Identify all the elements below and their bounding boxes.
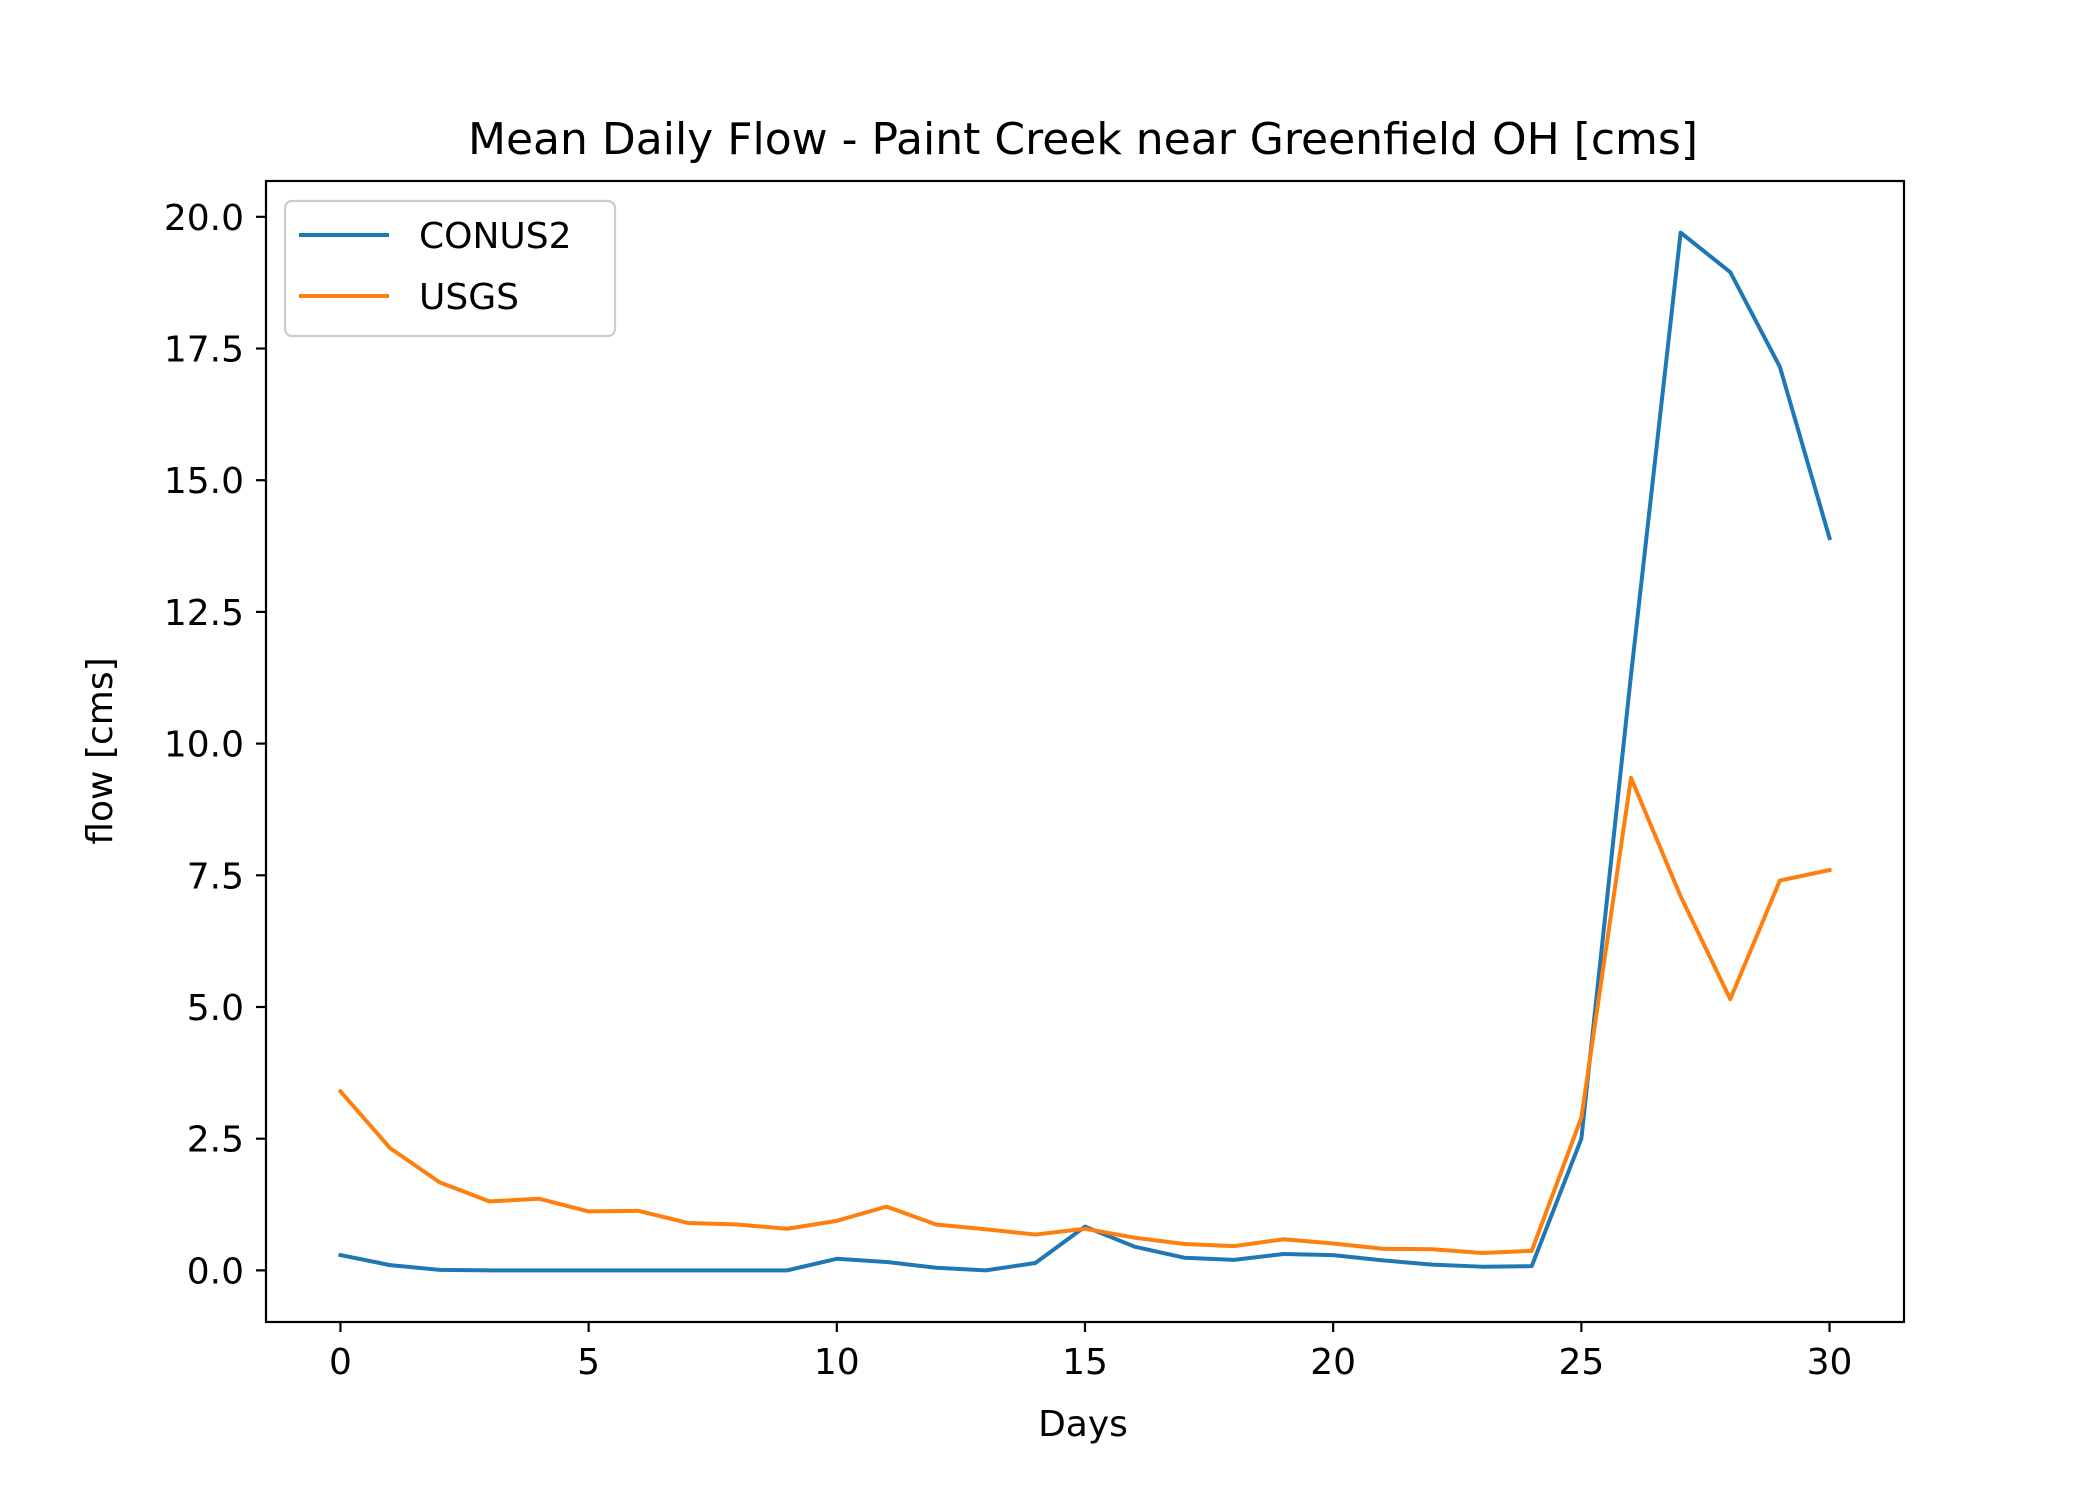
y-axis-label: flow [cms]: [80, 657, 121, 844]
series-line-usgs: [337, 775, 1832, 1255]
legend-label-usgs: USGS: [419, 277, 519, 318]
legend: CONUS2 USGS: [283, 199, 617, 338]
y-tick-label: 15.0: [164, 461, 244, 502]
series-line-conus2: [338, 230, 1833, 1273]
y-tick-label: 2.5: [187, 1120, 244, 1161]
y-tick-label: 7.5: [187, 856, 244, 897]
y-tick-label: 10.0: [164, 725, 244, 766]
y-tick-label: 17.5: [164, 330, 244, 371]
y-tick-label: 12.5: [164, 593, 244, 634]
x-axis: 0 5 10 15 20 25 30: [329, 1322, 1852, 1383]
y-tick-label: 5.0: [187, 988, 244, 1029]
y-axis: 0.0 2.5 5.0 7.5 10.0 12.5 15.0 17.5 20.0: [164, 198, 266, 1292]
y-tick-label: 20.0: [164, 198, 244, 239]
x-tick-label: 0: [329, 1342, 352, 1383]
y-tick-label: 0.0: [187, 1251, 244, 1292]
series-layer: [337, 230, 1833, 1273]
x-tick-label: 25: [1558, 1342, 1604, 1383]
x-tick-label: 5: [577, 1342, 600, 1383]
x-tick-label: 10: [814, 1342, 860, 1383]
chart-title: Mean Daily Flow - Paint Creek near Green…: [468, 114, 1698, 165]
x-tick-label: 15: [1062, 1342, 1108, 1383]
x-axis-label: Days: [1038, 1404, 1128, 1445]
legend-label-conus2: CONUS2: [419, 216, 572, 257]
x-tick-label: 30: [1807, 1342, 1853, 1383]
x-tick-label: 20: [1310, 1342, 1356, 1383]
